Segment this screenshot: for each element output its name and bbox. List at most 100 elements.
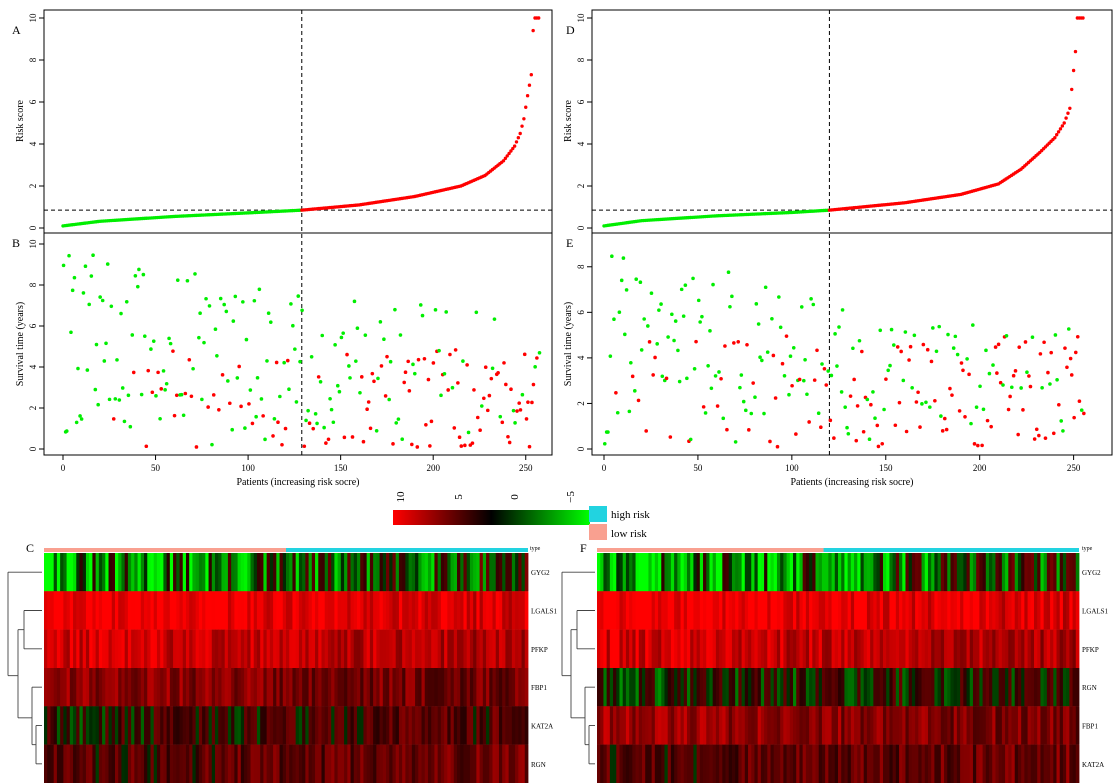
heatmap-cell [854, 744, 858, 783]
heatmap-cell [379, 744, 384, 783]
survival-point [895, 345, 900, 349]
heatmap-cell [298, 744, 303, 783]
survival-point [624, 288, 629, 292]
heatmap-cell [905, 706, 910, 745]
heatmap-cell [479, 668, 484, 707]
heatmap-cell [815, 629, 820, 668]
heatmap-cell [776, 706, 781, 745]
heatmap-cell [256, 553, 261, 592]
x-tick-label: 150 [334, 463, 348, 473]
heatmap-cell [324, 706, 329, 745]
heatmap-cell [770, 553, 775, 592]
heatmap-cell [208, 706, 213, 745]
heatmap-cell [366, 591, 371, 630]
survival-point [632, 389, 637, 393]
heatmap-cell [799, 629, 804, 668]
survival-point [130, 333, 135, 337]
heatmap-cell [918, 744, 922, 783]
heatmap-cell [972, 706, 977, 745]
heatmap-cell [947, 706, 951, 745]
survival-point [161, 369, 166, 373]
heatmap-cell [998, 553, 1003, 592]
heatmap-cell [237, 668, 242, 707]
survival-point [167, 336, 171, 341]
heatmap-cell [979, 629, 983, 668]
survival-point [871, 390, 875, 394]
heatmap-cell [408, 553, 413, 592]
heatmap-cell [944, 744, 948, 783]
heatmap-cell [686, 591, 691, 630]
heatmap-cell [195, 706, 200, 745]
heatmap-cell [651, 553, 656, 592]
heatmap-cell [108, 553, 113, 592]
heatmap-cell [802, 706, 807, 745]
heatmap-cell [725, 744, 730, 783]
survival-point [122, 419, 127, 424]
heatmap-cell [140, 629, 145, 668]
heatmap-cell [879, 591, 884, 630]
heatmap-cell [908, 629, 913, 668]
heatmap-cell [715, 629, 720, 668]
survival-point [226, 379, 230, 383]
heatmap-cell [1014, 744, 1019, 783]
survival-point [1048, 382, 1052, 386]
heatmap-cell [719, 706, 723, 745]
heatmap-cell [780, 629, 784, 668]
heatmap-cell [764, 706, 768, 745]
heatmap-cell [821, 629, 826, 668]
heatmap-cell [1008, 744, 1012, 783]
heatmap-cell [989, 591, 993, 630]
heatmap-cell [173, 706, 177, 745]
risk-point [518, 131, 522, 136]
heatmap-cell [1050, 668, 1054, 707]
heatmap-cell [144, 591, 148, 630]
heatmap-cell [1030, 744, 1035, 783]
survival-point [677, 379, 682, 384]
survival-point [1023, 340, 1028, 344]
heatmap-cell [731, 553, 736, 592]
heatmap-cell [889, 553, 894, 592]
heatmap-cell [308, 668, 313, 707]
heatmap-cell [334, 744, 339, 783]
heatmap-cell [944, 706, 948, 745]
heatmap-cell [950, 744, 955, 783]
heatmap-cell [927, 553, 932, 592]
survival-point [629, 360, 633, 365]
heatmap-cell [600, 668, 604, 707]
heatmap-cell [783, 553, 787, 592]
heatmap-cell [298, 706, 303, 745]
survival-point [807, 420, 811, 424]
survival-point [446, 388, 450, 392]
survival-point [87, 302, 92, 307]
heatmap-cell [976, 553, 980, 592]
heatmap-cell [651, 591, 656, 630]
heatmap-cell [518, 706, 522, 745]
heatmap-cell [937, 668, 942, 707]
type-bar-high-risk [823, 548, 1079, 552]
heatmap-cell [92, 744, 97, 783]
heatmap-cell [211, 629, 216, 668]
survival-point [738, 385, 742, 390]
heatmap-cell [140, 591, 145, 630]
heatmap-cell [629, 553, 633, 592]
risk-point [503, 156, 508, 161]
heatmap-cell [269, 706, 274, 745]
heatmap-cell [163, 591, 168, 630]
survival-point [797, 377, 802, 382]
survival-point [928, 405, 932, 409]
survival-point [869, 402, 873, 407]
x-tick-label: 0 [61, 463, 66, 473]
heatmap-cell [1034, 629, 1038, 668]
heatmap-cell [379, 706, 384, 745]
heatmap-cell [479, 629, 484, 668]
color-key-tick: 5 [453, 494, 465, 500]
x-tick-label: 50 [151, 463, 161, 473]
heatmap-cell [273, 591, 277, 630]
heatmap-cell [331, 591, 335, 630]
heatmap-cell [373, 629, 377, 668]
survival-point [139, 392, 144, 397]
heatmap-cell [334, 591, 339, 630]
heatmap-cell [392, 591, 397, 630]
survival-point [141, 272, 146, 277]
survival-point [828, 418, 833, 423]
